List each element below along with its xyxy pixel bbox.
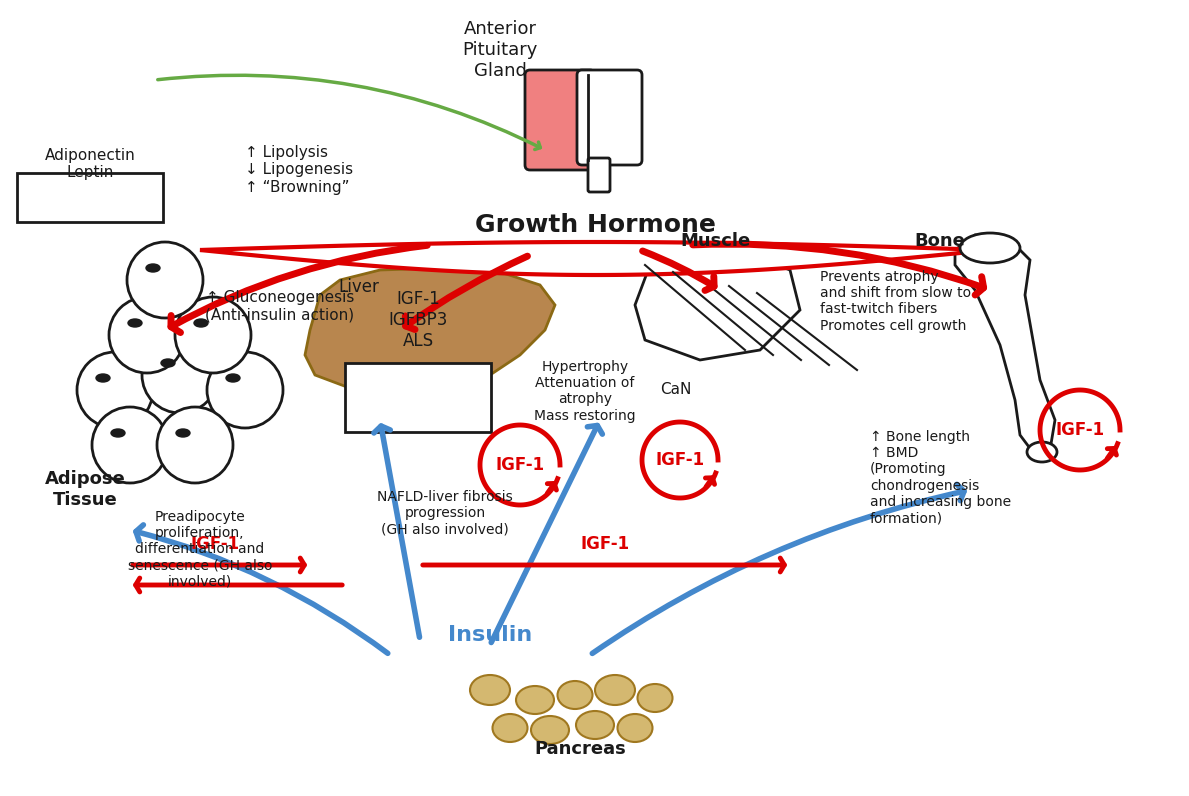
Ellipse shape <box>176 429 190 437</box>
Circle shape <box>207 352 283 428</box>
Ellipse shape <box>470 675 510 705</box>
Ellipse shape <box>96 374 111 382</box>
Text: ↑ Gluconeogenesis
(Anti-insulin action): ↑ Gluconeogenesis (Anti-insulin action) <box>206 290 354 322</box>
Polygon shape <box>955 235 1055 455</box>
Text: ↑ Bone length
↑ BMD
(Promoting
chondrogenesis
and increasing bone
formation): ↑ Bone length ↑ BMD (Promoting chondroge… <box>870 430 1011 525</box>
FancyBboxPatch shape <box>526 70 594 170</box>
Ellipse shape <box>1027 442 1057 462</box>
Circle shape <box>157 407 233 483</box>
Ellipse shape <box>226 374 240 382</box>
Text: Pancreas: Pancreas <box>534 740 625 758</box>
Ellipse shape <box>594 675 635 705</box>
FancyBboxPatch shape <box>345 363 491 432</box>
Ellipse shape <box>617 714 653 742</box>
Ellipse shape <box>492 714 528 742</box>
Text: Liver: Liver <box>338 278 379 296</box>
Circle shape <box>109 297 185 373</box>
Text: IGF-1: IGF-1 <box>580 535 629 553</box>
Polygon shape <box>306 268 555 395</box>
Text: IGF-1
IGFBP3
ALS: IGF-1 IGFBP3 ALS <box>389 290 448 349</box>
Text: Muscle: Muscle <box>680 232 750 250</box>
Ellipse shape <box>558 681 592 709</box>
Text: Insulin: Insulin <box>448 625 533 645</box>
Circle shape <box>127 242 203 318</box>
Text: Preadipocyte
proliferation,
differentiation and
senescence (GH also
involved): Preadipocyte proliferation, differentiat… <box>127 510 272 589</box>
Ellipse shape <box>194 319 208 327</box>
Ellipse shape <box>161 359 175 367</box>
Text: Adipose
Tissue: Adipose Tissue <box>45 470 125 509</box>
Text: ↑ Lipolysis
↓ Lipogenesis
↑ “Browning”: ↑ Lipolysis ↓ Lipogenesis ↑ “Browning” <box>245 145 353 195</box>
Polygon shape <box>635 250 800 360</box>
Text: IGF-1: IGF-1 <box>1056 421 1105 439</box>
FancyBboxPatch shape <box>589 158 610 192</box>
Polygon shape <box>705 257 746 285</box>
Polygon shape <box>675 252 715 280</box>
Circle shape <box>92 407 168 483</box>
Text: NAFLD-liver fibrosis
progression
(GH also involved): NAFLD-liver fibrosis progression (GH als… <box>377 490 512 537</box>
Text: Prevents atrophy
and shift from slow to
fast-twitch fibers
Promotes cell growth: Prevents atrophy and shift from slow to … <box>820 270 971 333</box>
Text: Anterior
Pituitary
Gland: Anterior Pituitary Gland <box>463 20 537 80</box>
Ellipse shape <box>146 264 161 272</box>
Text: Growth Hormone: Growth Hormone <box>474 213 716 237</box>
Ellipse shape <box>111 429 125 437</box>
Text: IGF-1: IGF-1 <box>190 535 239 553</box>
Text: Bone: Bone <box>914 232 965 250</box>
Circle shape <box>77 352 153 428</box>
FancyBboxPatch shape <box>577 70 642 165</box>
FancyBboxPatch shape <box>17 173 163 222</box>
Ellipse shape <box>531 716 570 744</box>
Ellipse shape <box>575 711 614 739</box>
Ellipse shape <box>960 233 1020 263</box>
Circle shape <box>141 337 218 413</box>
Text: Adiponectin
Leptin: Adiponectin Leptin <box>45 148 136 181</box>
Circle shape <box>175 297 251 373</box>
Ellipse shape <box>637 684 673 712</box>
Polygon shape <box>660 260 700 288</box>
Text: Hypertrophy
Attenuation of
atrophy
Mass restoring: Hypertrophy Attenuation of atrophy Mass … <box>534 360 636 423</box>
Polygon shape <box>200 242 990 275</box>
Text: CaN: CaN <box>660 383 691 397</box>
Ellipse shape <box>516 686 554 714</box>
Text: IGF-1: IGF-1 <box>655 451 705 469</box>
Text: IGF-1: IGF-1 <box>496 456 545 474</box>
Ellipse shape <box>128 319 141 327</box>
Polygon shape <box>690 265 730 293</box>
Ellipse shape <box>554 72 617 158</box>
